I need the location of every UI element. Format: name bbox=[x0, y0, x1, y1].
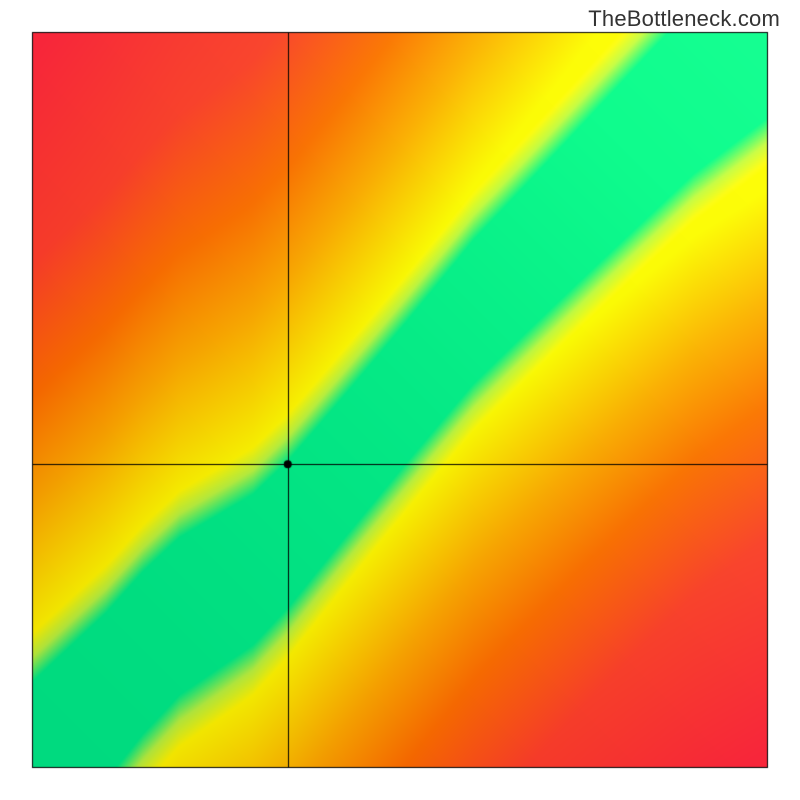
bottleneck-heatmap bbox=[0, 0, 800, 800]
attribution-text: TheBottleneck.com bbox=[588, 6, 780, 32]
